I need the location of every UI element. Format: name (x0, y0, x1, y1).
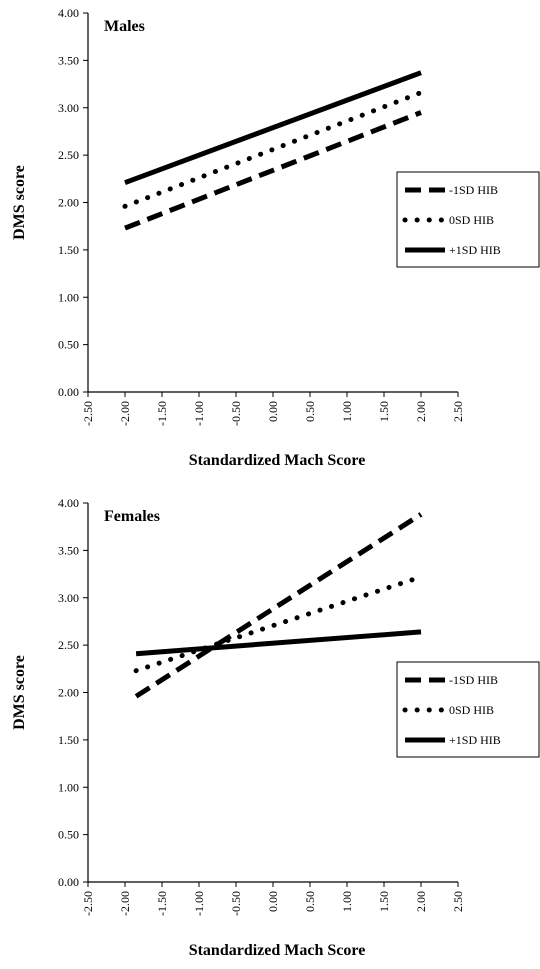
y-tick-label: 1.00 (58, 780, 79, 794)
y-tick-label: 3.00 (58, 591, 79, 605)
x-tick-label: -1.00 (192, 401, 206, 426)
x-tick-label: 1.50 (377, 891, 391, 912)
x-tick-label: 0.50 (303, 891, 317, 912)
y-tick-label: 0.00 (58, 875, 79, 889)
y-tick-label: 0.50 (58, 338, 79, 352)
series-line-solid (135, 629, 422, 657)
x-tick-label: 2.50 (451, 401, 465, 422)
x-tick-label: -1.00 (192, 891, 206, 916)
y-tick-label: 3.00 (58, 101, 79, 115)
x-tick-label: 1.00 (340, 401, 354, 422)
y-tick-label: 3.50 (58, 53, 79, 67)
y-tick-label: 1.00 (58, 290, 79, 304)
y-tick-label: 3.50 (58, 543, 79, 557)
chart-title: Males (104, 18, 145, 35)
x-tick-label: 2.00 (414, 891, 428, 912)
y-tick-label: 0.50 (58, 828, 79, 842)
legend-label: -1SD HIB (449, 183, 498, 197)
y-tick-label: 4.00 (58, 6, 79, 20)
y-tick-label: 4.00 (58, 496, 79, 510)
series-line-dotted (133, 574, 424, 674)
legend-label: 0SD HIB (449, 213, 494, 227)
y-tick-label: 1.50 (58, 243, 79, 257)
y-tick-label: 2.00 (58, 686, 79, 700)
x-tick-label: -0.50 (229, 401, 243, 426)
legend-label: +1SD HIB (449, 243, 501, 257)
y-axis-title: DMS score (11, 655, 28, 730)
x-tick-label: -1.50 (155, 401, 169, 426)
x-tick-label: -2.50 (81, 891, 95, 916)
y-axis-title: DMS score (11, 165, 28, 240)
x-axis-title: Standardized Mach Score (189, 452, 366, 469)
females-chart: 0.00 0.50 1.00 1.50 2.00 2.50 3.00 3.50 4.00 -2.5… (11, 496, 540, 959)
y-tick-label: 0.00 (58, 385, 79, 399)
legend-label: -1SD HIB (449, 673, 498, 687)
series-line-dashed (124, 110, 422, 231)
x-tick-label: -1.50 (155, 891, 169, 916)
x-tick-label: -2.00 (118, 401, 132, 426)
chart-title: Females (104, 508, 160, 525)
x-tick-label: 0.00 (266, 401, 280, 422)
y-tick-label: 2.00 (58, 196, 79, 210)
x-tick-label: 2.00 (414, 401, 428, 422)
x-tick-label: 1.00 (340, 891, 354, 912)
x-axis-title: Standardized Mach Score (189, 942, 366, 959)
legend-label: 0SD HIB (449, 703, 494, 717)
males-chart: 0.00 0.50 1.00 1.50 2.00 2.50 3.00 3.50 4.00 -2.5… (11, 6, 540, 469)
x-tick-label: 0.50 (303, 401, 317, 422)
x-tick-label: 2.50 (451, 891, 465, 912)
series-line-dotted (122, 90, 424, 209)
y-tick-label: 2.50 (58, 638, 79, 652)
y-tick-label: 1.50 (58, 733, 79, 747)
x-tick-label: 0.00 (266, 891, 280, 912)
x-tick-label: -0.50 (229, 891, 243, 916)
series-line-dashed (134, 512, 423, 699)
legend-label: +1SD HIB (449, 733, 501, 747)
series-line-solid (124, 70, 422, 185)
x-tick-label: -2.00 (118, 891, 132, 916)
x-tick-label: -2.50 (81, 401, 95, 426)
y-tick-label: 2.50 (58, 148, 79, 162)
x-tick-label: 1.50 (377, 401, 391, 422)
